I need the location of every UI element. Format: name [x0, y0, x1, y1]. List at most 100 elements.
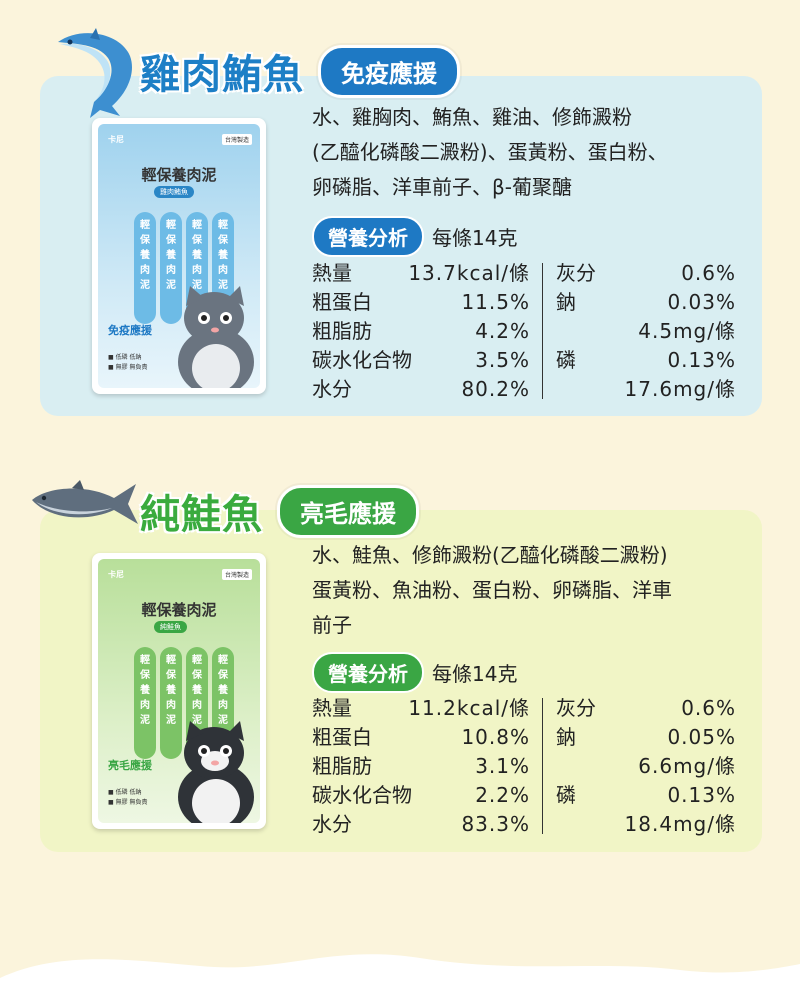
nutrition-row: 4.5mg/條: [556, 317, 736, 346]
nutrient-name: 磷: [556, 783, 576, 807]
ingredients-text: 水、鮭魚、修飾澱粉(乙醯化磷酸二澱粉) 蛋黃粉、魚油粉、蛋白粉、卵磷脂、洋車 前…: [312, 538, 772, 643]
nutrient-name: 水分: [312, 812, 352, 836]
nutrient-name: 粗蛋白: [312, 725, 372, 749]
package-flavor: 雞肉鮪魚: [154, 186, 194, 198]
package-note: ■ 低磷 低鈉: [108, 354, 142, 361]
section-title: 純鮭魚: [139, 491, 263, 539]
nutrient-name: 碳水化合物: [312, 348, 412, 372]
nutrient-value: 13.7kcal/條: [408, 261, 530, 285]
ingredients-line: 前子: [312, 613, 352, 637]
nutrient-name: 灰分: [556, 696, 596, 720]
nutrient-name: 灰分: [556, 261, 596, 285]
package-claim: 亮毛應援: [108, 759, 152, 772]
section-badge: 免疫應援: [318, 44, 460, 98]
section-title: 雞肉鮪魚: [139, 51, 304, 99]
nutrient-value: 3.5%: [475, 348, 530, 372]
nutrient-name: 粗蛋白: [312, 290, 372, 314]
package-brand: 卡尼: [108, 135, 124, 144]
per-unit-label: 每條14克: [432, 662, 518, 686]
bottom-wave-decoration: [0, 954, 800, 1000]
nutrient-name: 粗脂肪: [312, 319, 372, 343]
nutrition-row: 鈉 0.03%: [556, 288, 736, 317]
column-divider: [542, 263, 543, 399]
ingredients-line: 蛋黃粉、魚油粉、蛋白粉、卵磷脂、洋車: [312, 578, 672, 602]
nutrient-value: 11.5%: [461, 290, 530, 314]
nutrition-column-left: 熱量 13.7kcal/條 粗蛋白 11.5% 粗脂肪 4.2% 碳水化合物 3.5% …: [312, 259, 530, 404]
nutrient-value: 0.05%: [667, 725, 736, 749]
nutrient-value: 0.13%: [667, 783, 736, 807]
nutrient-value: 0.13%: [667, 348, 736, 372]
nutrition-column-right: 灰分 0.6% 鈉 0.05% 6.6mg/條 磷 0.13% 18.4mg/條: [556, 694, 736, 839]
nutrient-value: 4.5mg/條: [638, 319, 736, 343]
nutrient-name: 磷: [556, 348, 576, 372]
nutrition-row: 粗脂肪 3.1%: [312, 752, 530, 781]
nutrition-row: 6.6mg/條: [556, 752, 736, 781]
nutrient-name: 鈉: [556, 725, 576, 749]
nutrition-row: 碳水化合物 2.2%: [312, 781, 530, 810]
nutrient-value: 17.6mg/條: [624, 377, 736, 401]
nutrient-value: 18.4mg/條: [624, 812, 736, 836]
nutrition-label: 營養分析: [312, 652, 424, 693]
nutrition-header: 營養分析 每條14克: [312, 652, 517, 693]
nutrient-value: 10.8%: [461, 725, 530, 749]
package-brand: 卡尼: [108, 570, 124, 579]
nutrient-name: 粗脂肪: [312, 754, 372, 778]
nutrient-value: 0.6%: [681, 696, 736, 720]
nutrient-name: 碳水化合物: [312, 783, 412, 807]
salmon-fish-icon: [32, 480, 138, 524]
product-package-image: 卡尼 台灣製造 輕保養肉泥 純鮭魚 輕保養肉泥 輕保養肉泥 輕保養肉泥 輕保養肉…: [92, 553, 266, 829]
package-tag: 台灣製造: [221, 569, 252, 580]
package-stick: 輕保養肉泥: [160, 212, 182, 324]
cat-illustration: [178, 286, 254, 388]
column-divider: [542, 698, 543, 834]
cat-illustration: [178, 721, 254, 823]
ingredients-line: 水、雞胸肉、鮪魚、雞油、修飾澱粉: [312, 105, 632, 129]
salmon-title-row: 純鮭魚 亮毛應援: [139, 482, 419, 540]
nutrient-value: 11.2kcal/條: [408, 696, 530, 720]
nutrient-value: 3.1%: [475, 754, 530, 778]
nutrient-value: 83.3%: [461, 812, 530, 836]
nutrition-row: 水分 83.3%: [312, 810, 530, 839]
nutrient-value: 6.6mg/條: [638, 754, 736, 778]
nutrition-row: 粗蛋白 10.8%: [312, 723, 530, 752]
nutrition-row: 灰分 0.6%: [556, 259, 736, 288]
nutrition-row: 磷 0.13%: [556, 781, 736, 810]
nutrient-name: 水分: [312, 377, 352, 401]
package-stick: 輕保養肉泥: [134, 647, 156, 759]
nutrient-name: 熱量: [312, 261, 352, 285]
nutrition-row: 粗蛋白 11.5%: [312, 288, 530, 317]
nutrition-header: 營養分析 每條14克: [312, 216, 517, 257]
nutrient-name: 熱量: [312, 696, 352, 720]
nutrition-row: 水分 80.2%: [312, 375, 530, 404]
nutrient-value: 80.2%: [461, 377, 530, 401]
package-flavor: 純鮭魚: [154, 621, 187, 633]
nutrient-value: 2.2%: [475, 783, 530, 807]
nutrient-value: 0.03%: [667, 290, 736, 314]
nutrition-row: 熱量 13.7kcal/條: [312, 259, 530, 288]
nutrition-row: 粗脂肪 4.2%: [312, 317, 530, 346]
ingredients-line: 水、鮭魚、修飾澱粉(乙醯化磷酸二澱粉): [312, 543, 668, 567]
nutrient-value: 4.2%: [475, 319, 530, 343]
package-note: ■ 無膠 無負責: [108, 364, 148, 371]
nutrition-column-right: 灰分 0.6% 鈉 0.03% 4.5mg/條 磷 0.13% 17.6mg/條: [556, 259, 736, 404]
nutrition-row: 鈉 0.05%: [556, 723, 736, 752]
nutrition-row: 18.4mg/條: [556, 810, 736, 839]
package-tag: 台灣製造: [221, 134, 252, 145]
package-name: 輕保養肉泥: [141, 166, 217, 184]
package-name: 輕保養肉泥: [141, 601, 217, 619]
product-package-image: 卡尼 台灣製造 輕保養肉泥 雞肉鮪魚 輕保養肉泥 輕保養肉泥 輕保養肉泥 輕保養…: [92, 118, 266, 394]
ingredients-line: 卵磷脂、洋車前子、β-葡聚醣: [312, 175, 572, 199]
nutrition-label: 營養分析: [312, 216, 424, 257]
nutrition-row: 熱量 11.2kcal/條: [312, 694, 530, 723]
nutrition-row: 磷 0.13%: [556, 346, 736, 375]
section-badge: 亮毛應援: [277, 484, 419, 538]
per-unit-label: 每條14克: [432, 226, 518, 250]
package-note: ■ 低磷 低鈉: [108, 789, 142, 796]
ingredients-line: (乙醯化磷酸二澱粉)、蛋黃粉、蛋白粉、: [312, 140, 668, 164]
package-stick: 輕保養肉泥: [134, 212, 156, 324]
ingredients-text: 水、雞胸肉、鮪魚、雞油、修飾澱粉 (乙醯化磷酸二澱粉)、蛋黃粉、蛋白粉、 卵磷脂…: [312, 100, 772, 205]
tuna-title-row: 雞肉鮪魚 免疫應援: [139, 42, 460, 100]
package-stick: 輕保養肉泥: [160, 647, 182, 759]
package-claim: 免疫應援: [108, 324, 152, 337]
package-note: ■ 無膠 無負責: [108, 799, 148, 806]
